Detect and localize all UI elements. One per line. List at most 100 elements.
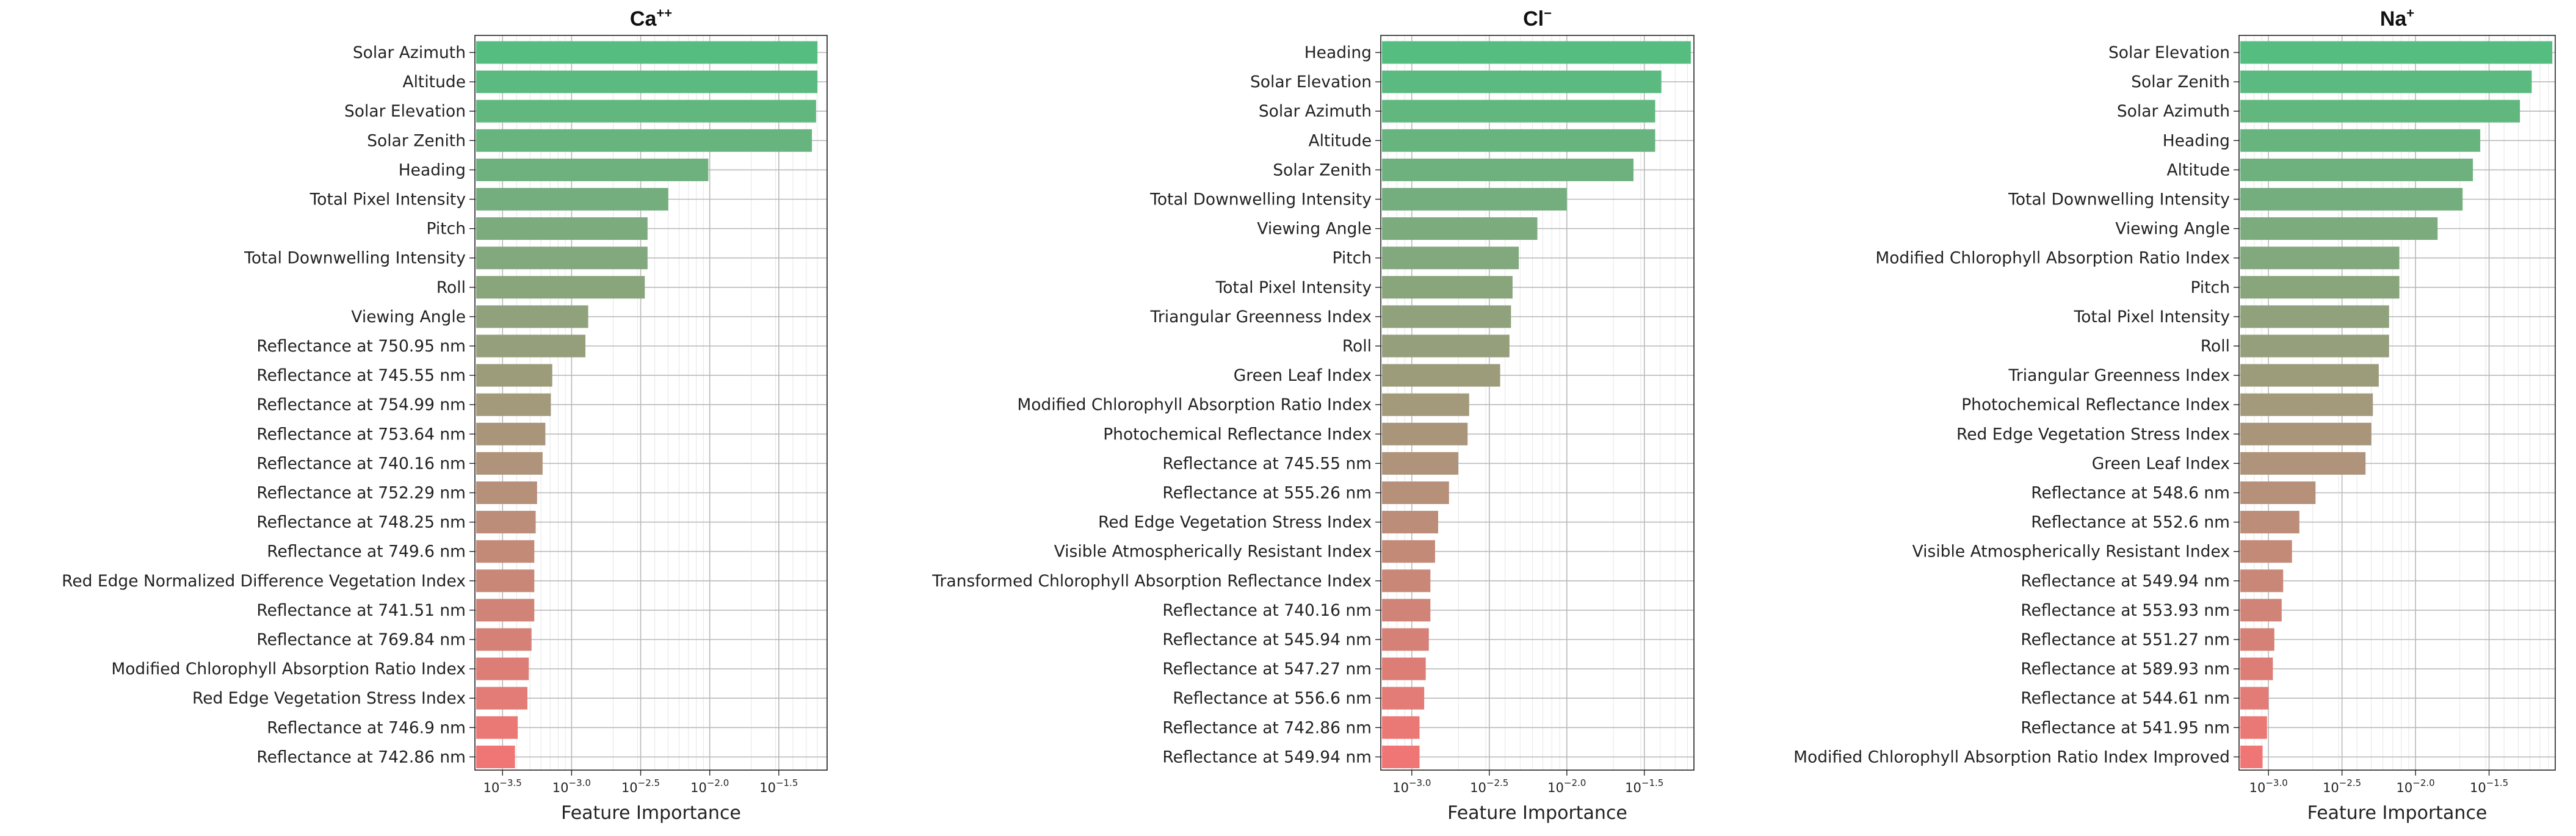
bar-2-8 [1382,247,1519,270]
bar-3-15 [2240,452,2366,475]
category-label: Total Downwelling Intensity [244,249,466,268]
plot-frame [2238,35,2556,771]
category-label: Triangular Greenness Index [1150,308,1372,326]
category-label: Total Pixel Intensity [2074,308,2230,326]
x-tick-label: 10−1.5 [759,777,798,795]
category-label: Modified Chlorophyll Absorption Ratio In… [1793,748,2230,766]
bar-2-12 [1382,364,1500,387]
category-label: Roll [2201,337,2230,356]
bar-3-24 [2240,716,2267,739]
bar-3-11 [2240,334,2389,358]
bar-2-18 [1382,540,1435,563]
bar-3-6 [2240,188,2463,211]
bar-3-23 [2240,686,2269,710]
x-tick-label: 10−3.0 [1392,777,1431,795]
bar-2-17 [1382,511,1438,534]
category-label: Red Edge Vegetation Stress Index [1098,513,1372,532]
bar-1-6 [476,188,668,211]
bar-3-17 [2240,511,2299,534]
x-axis-label: Feature Importance [1447,802,1627,824]
bar-2-6 [1382,188,1567,211]
category-label: Pitch [426,220,466,239]
bar-2-7 [1382,217,1538,240]
plot-frame [474,35,828,771]
bar-1-5 [476,158,709,181]
bar-3-16 [2240,481,2316,504]
bar-1-4 [476,129,812,152]
category-label: Reflectance at 544.61 nm [2021,689,2230,708]
category-label: Reflectance at 742.86 nm [1162,718,1372,737]
bar-2-10 [1382,305,1511,328]
category-label: Reflectance at 740.16 nm [1162,601,1372,620]
category-label: Solar Elevation [2108,43,2230,62]
chart-title: Na+ [2380,5,2414,31]
bar-1-22 [476,657,529,680]
bar-1-12 [476,364,552,387]
bar-3-25 [2240,745,2263,768]
bar-1-17 [476,511,536,534]
bar-1-3 [476,99,816,123]
bar-1-14 [476,422,546,445]
bar-3-13 [2240,393,2373,416]
bar-2-20 [1382,599,1431,622]
bar-1-1 [476,41,818,64]
bar-1-8 [476,247,648,270]
bar-3-20 [2240,599,2282,622]
bar-2-2 [1382,70,1662,93]
category-label: Reflectance at 549.94 nm [2021,572,2230,591]
category-label: Triangular Greenness Index [2008,366,2230,385]
bar-1-9 [476,276,645,299]
bar-1-21 [476,628,532,651]
bar-2-14 [1382,422,1468,445]
category-label: Reflectance at 741.51 nm [256,601,466,620]
category-label: Altitude [2166,160,2230,179]
x-tick-label: 10−2.0 [2397,777,2435,795]
x-tick-label: 10−3.0 [2249,777,2288,795]
category-label: Reflectance at 750.95 nm [256,337,466,356]
category-label: Reflectance at 754.99 nm [256,395,466,414]
bar-3-18 [2240,540,2292,563]
category-label: Total Pixel Intensity [309,190,466,209]
bar-1-16 [476,481,537,504]
bar-2-15 [1382,452,1458,475]
bar-2-13 [1382,393,1469,416]
bar-3-4 [2240,129,2481,152]
x-tick-label: 10−2.5 [1470,777,1508,795]
bar-3-8 [2240,247,2400,270]
bar-1-10 [476,305,588,328]
bar-1-20 [476,599,535,622]
category-label: Reflectance at 556.6 nm [1173,689,1372,708]
category-label: Heading [1304,43,1372,62]
category-label: Altitude [1308,131,1372,150]
bar-2-1 [1382,41,1691,64]
bar-3-22 [2240,657,2273,680]
bar-1-15 [476,452,543,475]
bar-3-21 [2240,628,2274,651]
category-label: Heading [399,160,466,179]
bar-3-1 [2240,41,2553,64]
category-label: Reflectance at 745.55 nm [1162,454,1372,473]
bar-1-23 [476,686,527,710]
bar-2-23 [1382,686,1425,710]
bar-1-7 [476,217,648,240]
x-tick-label: 10−3.0 [552,777,591,795]
category-label: Reflectance at 745.55 nm [256,366,466,385]
category-label: Solar Elevation [1250,73,1372,92]
x-tick-label: 10−1.5 [1625,777,1663,795]
bar-3-3 [2240,99,2520,123]
category-label: Reflectance at 589.93 nm [2021,660,2230,679]
category-label: Transformed Chlorophyll Absorption Refle… [932,572,1372,591]
category-label: Total Pixel Intensity [1215,278,1372,297]
x-axis-label: Feature Importance [561,802,741,824]
chart-panel-1: 10−3.5 10−3.0 10−2.5 10−2.0 10−1.5 Solar Azim… [62,5,828,824]
bar-2-24 [1382,716,1420,739]
bar-1-18 [476,540,535,563]
bar-1-19 [476,569,535,593]
category-label: Roll [1342,337,1372,356]
category-label: Total Downwelling Intensity [1149,190,1372,209]
chart-panel-2: 10−3.0 10−2.5 10−2.0 10−1.5 Heading Solar Ele… [932,5,1695,824]
category-label: Viewing Angle [351,308,466,326]
x-tick-label: 10−2.5 [621,777,660,795]
category-label: Solar Zenith [2131,73,2230,92]
